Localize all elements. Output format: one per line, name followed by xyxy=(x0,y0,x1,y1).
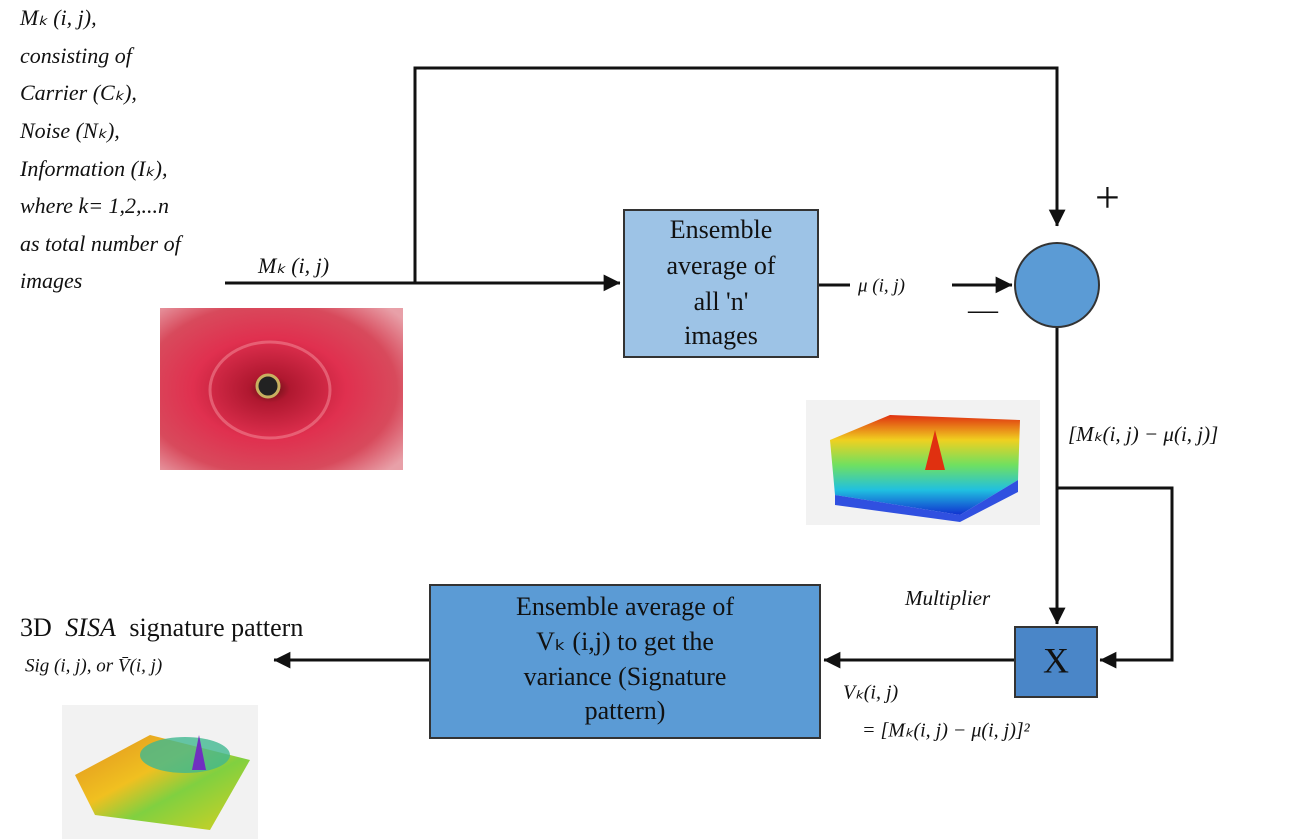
plot-region xyxy=(140,737,230,773)
input-line: as total number of xyxy=(20,231,184,256)
multiplier-symbol: X xyxy=(1043,640,1069,680)
input-line: Carrier (Cₖ), xyxy=(20,80,137,105)
summing-node xyxy=(1015,243,1099,327)
variance-label: Vₖ(i, j) xyxy=(843,682,899,704)
input-photo xyxy=(160,308,403,470)
block-line: Ensemble average of xyxy=(516,592,734,621)
plus-sign: + xyxy=(1095,173,1120,222)
block-line: Ensemble xyxy=(670,215,773,244)
output-title-part: 3D xyxy=(20,613,52,642)
input-label: Mₖ (i, j) xyxy=(257,253,329,278)
difference-plot xyxy=(806,400,1040,525)
output-title-part: signature pattern xyxy=(129,613,303,642)
multiplier-label: Multiplier xyxy=(904,586,991,610)
difference-label: [Mₖ(i, j) − μ(i, j)] xyxy=(1068,422,1218,446)
photo-center xyxy=(257,375,279,397)
mean-label: μ (i, j) xyxy=(857,275,905,296)
variance-label: = [Mₖ(i, j) − μ(i, j)]² xyxy=(862,720,1031,742)
photo-background xyxy=(160,308,403,470)
block-line: images xyxy=(684,321,758,350)
diagram: Mₖ (i, j), consisting of Carrier (Cₖ), N… xyxy=(0,0,1290,839)
block-line: Vₖ (i,j) to get the xyxy=(536,627,714,656)
output-label: Sig (i, j), or V̄(i, j) xyxy=(25,655,162,676)
input-line: images xyxy=(20,268,82,293)
block-line: pattern) xyxy=(585,696,666,725)
output-title: 3D SISA signature pattern xyxy=(20,613,303,642)
input-line: Noise (Nₖ), xyxy=(19,118,120,143)
block-line: all 'n' xyxy=(694,287,749,316)
output-title-part: SISA xyxy=(65,613,116,642)
signature-plot xyxy=(62,705,258,839)
input-line: where k= 1,2,...n xyxy=(20,193,169,218)
input-description: Mₖ (i, j), consisting of Carrier (Cₖ), N… xyxy=(19,5,184,293)
minus-sign: — xyxy=(967,293,999,326)
block-line: variance (Signature xyxy=(524,662,727,691)
input-line: Information (Iₖ), xyxy=(19,156,167,181)
input-line: consisting of xyxy=(20,43,135,68)
block-line: average of xyxy=(667,251,776,280)
input-line: Mₖ (i, j), xyxy=(19,5,97,30)
